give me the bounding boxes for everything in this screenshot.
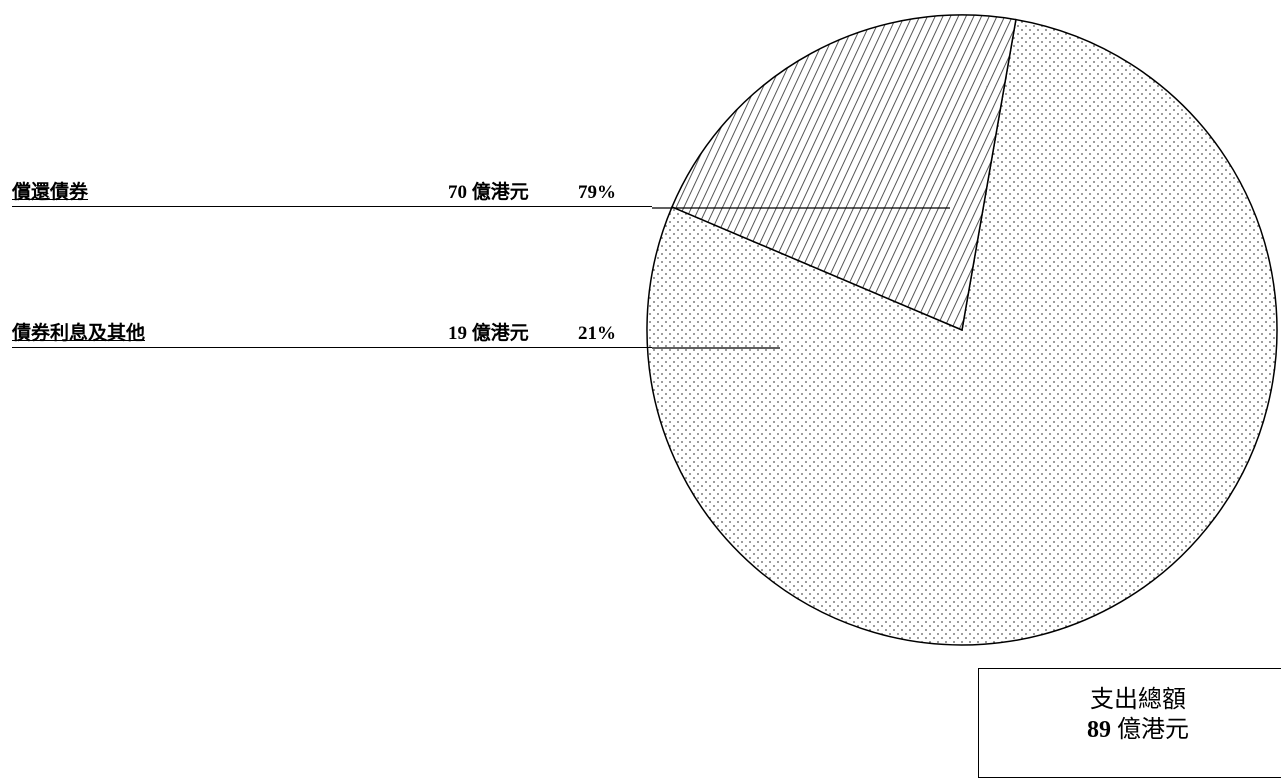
total-title: 支出總額: [1090, 687, 1186, 713]
slice-value: 70 億港元: [448, 182, 529, 203]
total-unit: 億港元: [1117, 717, 1189, 743]
slice-percent: 79%: [578, 182, 616, 203]
legend-row-bond-repayment: 償還債券 70 億港元 79%: [12, 182, 652, 207]
slice-label: 償還債券: [12, 182, 89, 203]
slice-percent: 21%: [578, 323, 616, 344]
pie-slice-bond-interest: [671, 14, 1017, 332]
slice-value: 19 億港元: [448, 323, 529, 344]
pie-chart: [646, 14, 1278, 646]
pie-slice-bond-repayment: [646, 18, 1278, 646]
slice-label: 債券利息及其他: [12, 323, 146, 344]
legend-row-bond-interest: 債券利息及其他 19 億港元 21%: [12, 323, 652, 348]
total-value: 89: [1087, 717, 1111, 743]
total-amount: 89 億港元: [979, 715, 1281, 745]
